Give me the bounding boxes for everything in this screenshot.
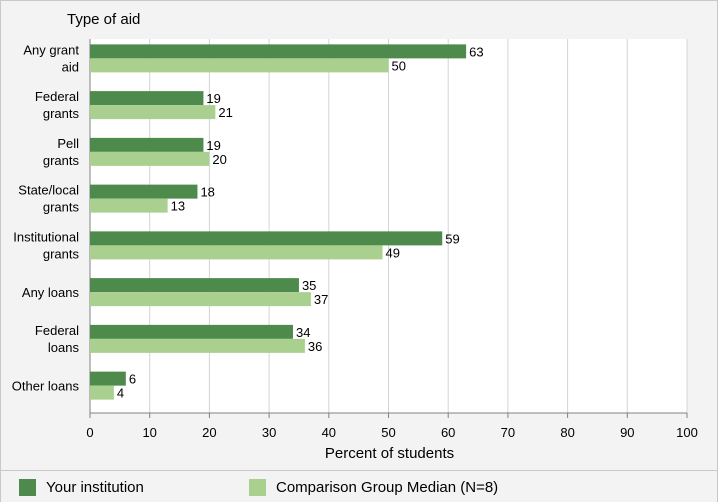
category-label: aid <box>62 59 79 74</box>
chart-title: Type of aid <box>67 11 140 28</box>
bar <box>90 245 383 260</box>
x-tick-label: 90 <box>620 425 634 440</box>
x-tick-label: 60 <box>441 425 455 440</box>
data-label: 6 <box>129 372 136 387</box>
bar <box>90 385 114 400</box>
data-label: 19 <box>206 138 220 153</box>
data-label: 19 <box>206 91 220 106</box>
data-label: 4 <box>117 386 124 401</box>
category-label: grants <box>43 153 80 168</box>
data-label: 18 <box>200 185 214 200</box>
bar <box>90 324 293 339</box>
bar <box>90 58 389 73</box>
x-tick-label: 80 <box>560 425 574 440</box>
data-label: 50 <box>392 58 406 73</box>
bar <box>90 292 311 307</box>
data-label: 34 <box>296 325 310 340</box>
legend-swatch-comparison-group <box>249 479 266 496</box>
category-label: grants <box>43 106 80 121</box>
category-label: Institutional <box>13 229 79 244</box>
data-label: 59 <box>445 231 459 246</box>
data-label: 35 <box>302 278 316 293</box>
bar <box>90 231 443 246</box>
category-label: State/local <box>18 183 79 198</box>
bar <box>90 105 216 120</box>
bar <box>90 278 299 293</box>
legend: Your institution Comparison Group Median… <box>1 470 717 502</box>
x-tick-label: 20 <box>202 425 216 440</box>
legend-item-your-institution: Your institution <box>19 479 144 496</box>
bar <box>90 371 126 386</box>
legend-swatch-your-institution <box>19 479 36 496</box>
data-label: 37 <box>314 292 328 307</box>
legend-label-your-institution: Your institution <box>46 479 144 496</box>
category-label: Federal <box>35 89 79 104</box>
data-label: 20 <box>212 152 226 167</box>
bar <box>90 91 204 106</box>
data-label: 49 <box>386 245 400 260</box>
x-tick-label: 50 <box>381 425 395 440</box>
bar <box>90 44 467 59</box>
category-label: Any grant <box>23 42 79 57</box>
x-tick-label: 70 <box>501 425 515 440</box>
category-label: grants <box>43 246 80 261</box>
bar <box>90 338 305 353</box>
bar-chart: Type of aid 0 10 20 30 40 50 60 70 80 90 100 Percent… <box>12 11 698 462</box>
bar <box>90 184 198 199</box>
data-label: 21 <box>218 105 232 120</box>
bar <box>90 198 168 213</box>
category-label: Any loans <box>22 285 80 300</box>
x-tick-label: 30 <box>262 425 276 440</box>
legend-label-comparison-group: Comparison Group Median (N=8) <box>276 479 499 496</box>
bar <box>90 151 210 166</box>
data-label: 63 <box>469 44 483 59</box>
category-label: Pell <box>57 136 79 151</box>
x-tick-label: 40 <box>322 425 336 440</box>
category-label: loans <box>48 340 80 355</box>
category-label: grants <box>43 200 80 215</box>
bar <box>90 137 204 152</box>
x-tick-label: 0 <box>86 425 93 440</box>
data-label: 13 <box>171 199 185 214</box>
category-label: Other loans <box>12 379 80 394</box>
x-axis-label: Percent of students <box>325 445 454 462</box>
data-label: 36 <box>308 339 322 354</box>
x-tick-label: 10 <box>142 425 156 440</box>
x-tick-label: 100 <box>676 425 698 440</box>
category-label: Federal <box>35 323 79 338</box>
legend-item-comparison-group: Comparison Group Median (N=8) <box>249 479 498 496</box>
